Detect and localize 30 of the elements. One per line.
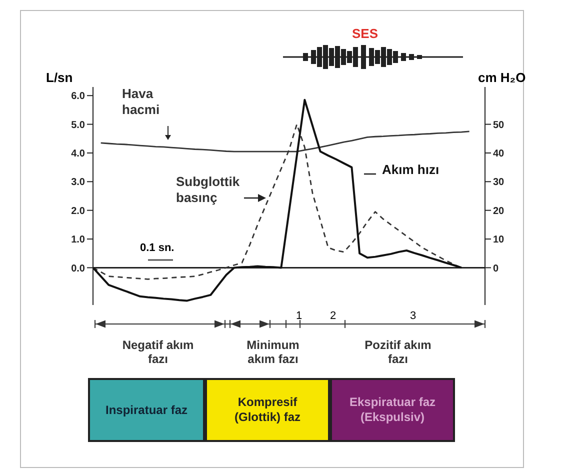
y2-tick-label: 40 [493, 148, 505, 160]
y2-axis-title: cm H₂O [478, 70, 526, 85]
text: 1 [296, 310, 302, 322]
chart-title: SES [350, 26, 379, 41]
line-series [92, 98, 462, 302]
annotation: 0.1 sn. [140, 242, 174, 254]
y-tick-label: 4.0 [71, 148, 86, 160]
text: Kompresif (Glottik) faz [205, 378, 330, 442]
y2-tick-label: 30 [493, 177, 505, 188]
text: Hava hacmi [122, 86, 161, 118]
y2-tick-label: 0 [493, 263, 499, 274]
y-tick-label: 6.0 [71, 91, 86, 102]
y-tick-label: 3.0 [71, 177, 86, 188]
text: 2 [330, 310, 336, 322]
text: Pozitif akım fazı [364, 338, 432, 366]
text: Negatif akım fazı [121, 338, 195, 366]
text: Akım hızı [382, 162, 440, 178]
y2-tick-label: 50 [493, 120, 505, 131]
y2-tick-label: 10 [493, 234, 505, 246]
series-label: Subglottik basınç [176, 174, 241, 206]
text: Inspiratuar faz [88, 378, 205, 442]
y-tick-label: 1.0 [71, 234, 86, 246]
y-tick-label: 0.0 [71, 263, 86, 274]
y-tick-label: 2.0 [71, 206, 86, 217]
y2-tick-label: 20 [493, 206, 505, 217]
text: Minimum akım fazı [246, 338, 300, 366]
text: Ekspiratuar faz (Ekspulsiv) [330, 378, 455, 442]
y-tick-label: 5.0 [71, 120, 86, 131]
text: 3 [410, 310, 416, 322]
y-axis-title: L/sn [46, 70, 73, 85]
